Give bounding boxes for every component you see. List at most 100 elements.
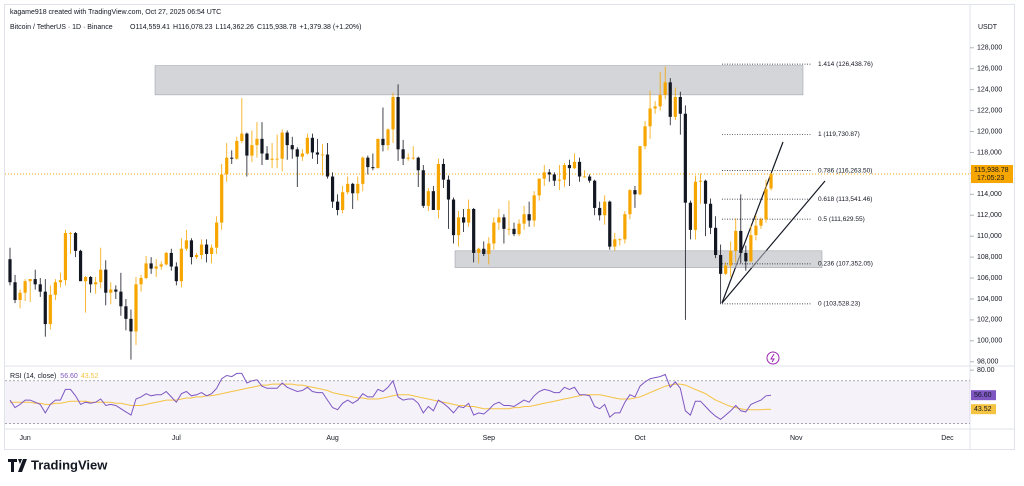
candle-body [300, 153, 304, 157]
candle-body [179, 248, 183, 282]
candle-body [593, 180, 597, 208]
candle-body [270, 158, 274, 160]
ohlc-item: L114,362.26 [216, 24, 255, 31]
ohlc-item: +1,379.38 (+1.20%) [300, 24, 362, 31]
candle-body [633, 190, 637, 195]
y-tick-label: 118,000 [977, 149, 1002, 156]
candle-body [194, 255, 199, 258]
candle-body [527, 214, 531, 221]
candle-body [683, 113, 687, 203]
candle-body [220, 174, 224, 223]
candle-body [522, 214, 526, 224]
fib-label: 0.5 (111,629.55) [818, 216, 865, 223]
candle-body [764, 189, 768, 220]
candle-body [144, 263, 148, 279]
rsi-line [9, 372, 772, 421]
candle-body [114, 289, 118, 292]
candle-body [376, 138, 380, 169]
candle-body [275, 158, 279, 160]
rsi-tick-label: 80.00 [977, 367, 995, 374]
candle-body [53, 282, 57, 295]
candle-body [719, 255, 723, 274]
ohlc-item: H116,078.23 [173, 24, 213, 31]
candle-body [623, 214, 627, 240]
y-tick-label: 112,000 [977, 212, 1002, 219]
candle-body [744, 252, 748, 262]
candle-body [698, 180, 703, 182]
y-tick-label: 100,000 [977, 338, 1002, 345]
countdown: 17:05:23 [977, 175, 1004, 182]
rsi-last-box [971, 390, 996, 401]
candle-body [310, 137, 314, 153]
currency: USDT [978, 24, 998, 31]
candle-body [507, 228, 511, 230]
candle-body [33, 279, 37, 285]
candle-body [668, 82, 672, 117]
x-tick-label: Aug [326, 435, 339, 442]
ohlc-item: C115,938.78 [257, 24, 297, 31]
candle-body [431, 191, 435, 211]
candle-body [421, 170, 425, 206]
candle-body [28, 279, 32, 282]
candle-body [502, 217, 506, 229]
candle-body [678, 96, 682, 114]
candle-body [729, 250, 733, 266]
candle-body [84, 276, 88, 282]
candle-body [245, 133, 249, 156]
candle-body [714, 227, 718, 256]
candle-body [542, 172, 546, 179]
candle-body [497, 217, 501, 223]
candle-body [189, 240, 194, 258]
candle-body [462, 217, 466, 223]
candle-body [567, 165, 572, 169]
candle-body [240, 133, 244, 141]
event-icon [766, 351, 780, 365]
candle-body [754, 225, 758, 236]
candle-body [58, 280, 62, 283]
candle-body [532, 195, 536, 221]
trend-line [721, 141, 784, 304]
candle-body [603, 201, 607, 216]
candle-body [734, 230, 738, 251]
candle-body [129, 318, 133, 332]
candle-body [204, 244, 209, 254]
fib-label: 0.786 (116,263.50) [818, 167, 872, 174]
candle-body [658, 94, 662, 107]
candle-body [628, 190, 632, 215]
candle-body [48, 294, 52, 325]
candle-body [184, 240, 188, 249]
rsi-header-value: 56.60 [60, 373, 78, 380]
candle-body [653, 106, 657, 109]
candle-body [250, 145, 254, 156]
fib-label: 1 (119,730.87) [818, 131, 860, 138]
frame [4, 4, 1015, 450]
candle-body [517, 223, 521, 235]
candle-body [406, 157, 410, 159]
candle-body [588, 176, 592, 181]
candle-body [472, 208, 476, 253]
price-pane: 1.414 (126,438.76) 1 (119,730.87) 0.786 (1… [5, 61, 970, 360]
candle-body [638, 146, 642, 195]
candle-body [759, 219, 763, 226]
rsi-title: RSI (14, close) [10, 373, 56, 380]
candle-body [648, 108, 652, 127]
y-tick-label: 106,000 [977, 275, 1002, 282]
candle-body [139, 278, 143, 285]
candle-body [124, 306, 128, 319]
candle-body [73, 233, 78, 251]
candle-body [325, 154, 330, 177]
rsi-band [5, 380, 970, 424]
candle-body [562, 165, 566, 180]
candle-body [174, 266, 178, 282]
y-tick-label: 126,000 [977, 66, 1002, 73]
candle-body [396, 96, 400, 150]
candle-body [441, 163, 446, 180]
candle-body [643, 126, 647, 147]
y-tick-label: 102,000 [977, 317, 1002, 324]
candle-body [582, 176, 587, 178]
candle-body [89, 276, 93, 285]
candle-body [446, 179, 451, 200]
candle-body [769, 174, 773, 189]
